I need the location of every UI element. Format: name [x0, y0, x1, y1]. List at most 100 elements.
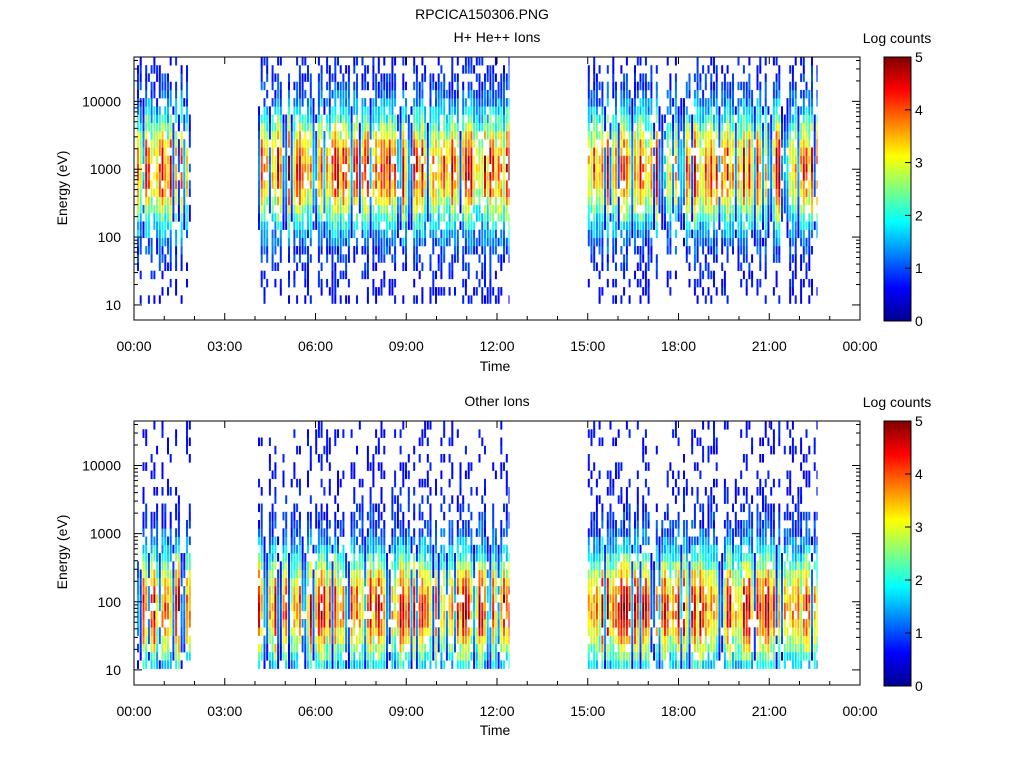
heatmap-cell: [153, 553, 156, 562]
heatmap-cell: [601, 287, 604, 296]
heatmap-cell: [320, 278, 323, 288]
heatmap-cell: [432, 204, 435, 214]
heatmap-cell: [448, 287, 451, 296]
heatmap-cell: [345, 254, 348, 263]
heatmap-cell: [748, 81, 751, 91]
heatmap-cell: [606, 246, 609, 255]
heatmap-cell: [315, 569, 318, 579]
heatmap-cell: [492, 98, 495, 107]
heatmap-cell: [721, 98, 724, 107]
heatmap-cell: [601, 204, 604, 214]
heatmap-cell: [309, 221, 312, 230]
heatmap-cell: [628, 147, 631, 156]
heatmap-cell: [334, 553, 337, 562]
heatmap-cell: [723, 213, 726, 222]
heatmap-cell: [139, 246, 142, 255]
heatmap-cell: [699, 229, 702, 239]
heatmap-cell: [175, 213, 178, 222]
heatmap-cell: [475, 106, 478, 115]
heatmap-cell: [139, 196, 142, 206]
heatmap-cell: [669, 188, 672, 197]
heatmap-cell: [180, 561, 183, 570]
heatmap-cell: [462, 89, 465, 99]
heatmap-cell: [320, 221, 323, 230]
heatmap-cell: [339, 627, 342, 636]
heatmap-cell: [429, 180, 432, 189]
heatmap-cell: [767, 229, 770, 239]
heatmap-cell: [377, 106, 380, 115]
heatmap-cell: [169, 229, 172, 239]
heatmap-cell: [169, 511, 172, 521]
heatmap-cell: [489, 213, 492, 222]
heatmap-cell: [791, 172, 794, 181]
heatmap-cell: [301, 569, 304, 579]
heatmap-cell: [268, 561, 271, 570]
heatmap-cell: [263, 577, 266, 587]
colorbar-tick-label: 4: [915, 102, 923, 118]
heatmap-cell: [410, 188, 413, 197]
heatmap-cell: [707, 106, 710, 115]
heatmap-cell: [301, 536, 304, 546]
heatmap-cell: [702, 204, 705, 214]
heatmap-cell: [593, 139, 596, 148]
heatmap-cell: [320, 610, 323, 620]
heatmap-cell: [188, 180, 191, 189]
heatmap-cell: [353, 65, 356, 74]
heatmap-cell: [448, 229, 451, 239]
heatmap-cell: [601, 106, 604, 115]
heatmap-cell: [642, 89, 645, 99]
heatmap-cell: [258, 627, 260, 636]
heatmap-cell: [260, 561, 263, 570]
heatmap-cell: [443, 98, 446, 107]
heatmap-cell: [399, 180, 402, 189]
heatmap-cell: [323, 106, 326, 115]
heatmap-cell: [432, 180, 435, 189]
heatmap-cell: [674, 270, 677, 280]
heatmap-cell: [467, 81, 470, 91]
heatmap-cell: [655, 188, 658, 197]
heatmap-cell: [345, 89, 348, 99]
heatmap-cell: [445, 139, 448, 148]
heatmap-cell: [137, 89, 139, 99]
heatmap-cell: [683, 237, 685, 247]
heatmap-cell: [674, 89, 677, 99]
heatmap-cell: [710, 139, 713, 148]
heatmap-cell: [593, 213, 596, 222]
heatmap-cell: [685, 81, 688, 91]
heatmap-cell: [405, 229, 407, 239]
heatmap-cell: [334, 660, 337, 669]
heatmap-cell: [500, 229, 503, 239]
heatmap-cell: [674, 81, 677, 91]
heatmap-cell: [631, 114, 634, 123]
heatmap-cell: [177, 602, 180, 612]
heatmap-cell: [282, 627, 285, 636]
heatmap-cell: [723, 131, 726, 140]
heatmap-cell: [158, 89, 161, 99]
heatmap-cell: [377, 65, 380, 74]
heatmap-cell: [473, 180, 476, 189]
heatmap-cell: [188, 553, 191, 562]
heatmap-cell: [282, 188, 285, 197]
heatmap-cell: [631, 122, 634, 132]
heatmap-cell: [339, 172, 342, 181]
heatmap-cell: [356, 188, 358, 197]
heatmap-cell: [288, 652, 290, 661]
heatmap-cell: [167, 627, 169, 636]
heatmap-cell: [326, 163, 329, 173]
heatmap-cell: [172, 188, 175, 197]
heatmap-cell: [410, 147, 413, 156]
heatmap-cell: [693, 196, 696, 206]
heatmap-cell: [467, 163, 470, 173]
heatmap-cell: [164, 213, 167, 222]
heatmap-cell: [647, 106, 650, 115]
heatmap-cell: [279, 619, 282, 628]
heatmap-cell: [426, 131, 429, 140]
heatmap-cell: [740, 246, 743, 255]
heatmap-cell: [186, 229, 188, 239]
heatmap-cell: [764, 221, 767, 230]
heatmap-cell: [440, 270, 443, 280]
heatmap-cell: [734, 229, 737, 239]
heatmap-cell: [347, 196, 350, 206]
heatmap-cell: [764, 57, 767, 66]
heatmap-cell: [650, 98, 653, 107]
